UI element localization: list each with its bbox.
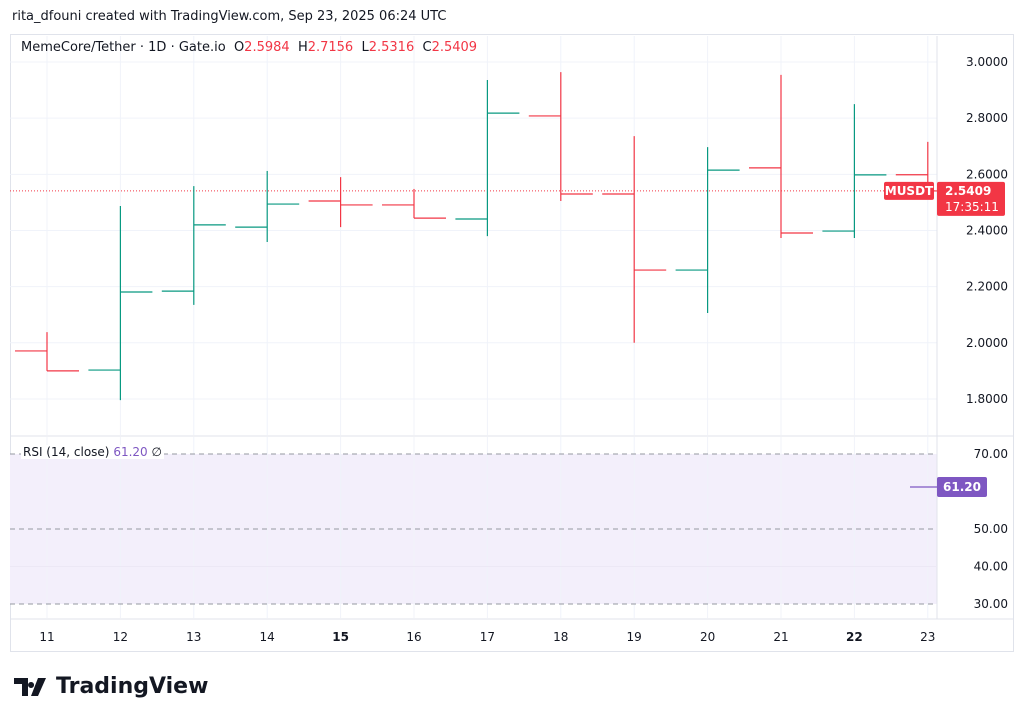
bar-countdown: 17:35:11 <box>945 200 999 214</box>
price-tick-label: 2.6000 <box>966 167 1008 181</box>
price-tick-label: 3.0000 <box>966 55 1008 69</box>
time-tick-label: 16 <box>406 630 421 644</box>
credit-text: rita_dfouni created with TradingView.com… <box>12 9 447 24</box>
rsi-tick-label: 70.00 <box>974 447 1008 461</box>
rsi-tick-label: 40.00 <box>974 560 1008 574</box>
time-tick-label: 14 <box>260 630 275 644</box>
price-tick-label: 2.2000 <box>966 280 1008 294</box>
rsi-tick-label: 50.00 <box>974 522 1008 536</box>
logo-text: TradingView <box>56 674 209 699</box>
time-tick-label: 11 <box>39 630 54 644</box>
price-tick-label: 2.0000 <box>966 336 1008 350</box>
time-tick-label: 22 <box>846 630 863 644</box>
tradingview-logo[interactable]: TradingView <box>14 674 208 699</box>
price-tick-label: 2.4000 <box>966 223 1008 237</box>
rsi-value: 61.20 <box>113 445 148 459</box>
rsi-tick-label: 30.00 <box>974 597 1008 611</box>
close-value: 2.5409 <box>431 40 478 55</box>
time-tick-label: 12 <box>113 630 128 644</box>
price-tick-label: 1.8000 <box>966 392 1008 406</box>
time-tick-label: 21 <box>773 630 788 644</box>
chart-canvas[interactable]: 1.8000 2.0000 2.2000 2.4000 2.6000 2.8000 3.00… <box>0 0 1024 660</box>
open-value: 2.5984 <box>244 40 290 55</box>
price-badge <box>937 181 1005 216</box>
symbol-legend: MemeCore/Tether · 1D · Gate.io O2.5984 H… <box>21 40 477 55</box>
open-label: O <box>233 40 245 55</box>
time-tick-label: 15 <box>332 630 349 644</box>
ticker-badge-label: MUSDT <box>885 184 934 198</box>
time-tick-label: 20 <box>700 630 715 644</box>
rsi-na: ∅ <box>151 445 162 459</box>
time-tick-label: 17 <box>480 630 495 644</box>
time-tick-label: 18 <box>553 630 568 644</box>
high-label: H <box>297 40 308 55</box>
tradingview-logo-icon <box>14 677 46 696</box>
rsi-badge <box>937 477 987 497</box>
time-tick-label: 23 <box>920 630 935 644</box>
rsi-badge-value: 61.20 <box>943 480 981 494</box>
ticker-badge <box>884 181 934 200</box>
high-value: 2.7156 <box>307 40 354 55</box>
price-tick-label: 2.8000 <box>966 111 1008 125</box>
close-label: C <box>422 40 432 55</box>
time-tick-label: 13 <box>186 630 201 644</box>
symbol-title[interactable]: MemeCore/Tether · 1D · Gate.io <box>21 40 226 55</box>
low-label: L <box>361 40 369 55</box>
time-tick-label: 19 <box>627 630 642 644</box>
price-badge-value: 2.5409 <box>945 184 991 198</box>
rsi-title[interactable]: RSI (14, close) <box>23 445 110 459</box>
rsi-legend: RSI (14, close) 61.20 ∅ <box>21 445 164 459</box>
low-value: 2.5316 <box>368 40 415 55</box>
